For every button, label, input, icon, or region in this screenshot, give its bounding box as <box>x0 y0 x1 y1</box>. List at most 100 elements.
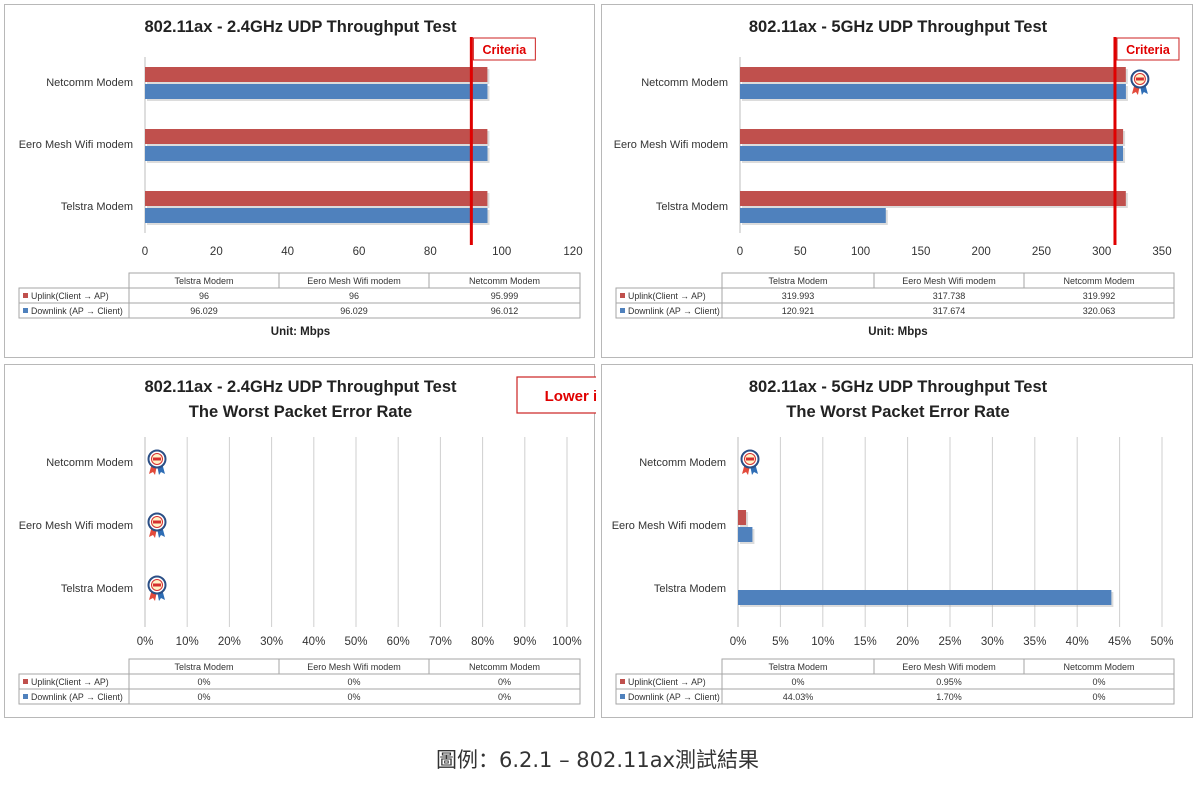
chart-title: 802.11ax - 2.4GHz UDP Throughput Test <box>144 378 457 396</box>
criteria-box <box>1116 37 1180 61</box>
table-cell: 120.921 <box>782 306 815 316</box>
data-table: Telstra Modem Eero Mesh Wifi modem Netcomm… <box>615 272 1175 319</box>
category-label-eero-mesh-wifi-modem: Eero Mesh Wifi modem <box>614 139 728 151</box>
table-header-telstra-modem: Telstra Modem <box>768 662 827 672</box>
x-tick-label: 20 <box>210 246 223 258</box>
bar-uplink-eero-mesh-wifi-modem <box>145 129 488 144</box>
table-cell: 96 <box>349 291 359 301</box>
x-tick-label: 10% <box>811 636 834 648</box>
figure-caption: 圖例：6.2.1 – 802.11ax測試結果 <box>435 748 760 772</box>
data-table: Telstra Modem Eero Mesh Wifi modem Netcomm… <box>615 658 1175 705</box>
x-tick-label: 60 <box>353 246 366 258</box>
table-row <box>615 302 1175 319</box>
criteria-label: Criteria <box>1126 43 1171 57</box>
legend-label-downlink: Downlink (AP → Client) <box>628 306 720 316</box>
table-cell: 44.03% <box>783 692 814 702</box>
x-tick-label: 100 <box>851 246 870 258</box>
category-label-telstra-modem: Telstra Modem <box>61 583 133 595</box>
chart-title: 802.11ax - 5GHz UDP Throughput Test <box>749 18 1048 36</box>
x-tick-label: 80 <box>424 246 437 258</box>
table-cell: 0% <box>1092 692 1105 702</box>
table-cell: 0% <box>1092 677 1105 687</box>
x-tick-label: 0 <box>737 246 743 258</box>
x-tick-label: 30% <box>981 636 1004 648</box>
x-tick-label: 40% <box>1066 636 1089 648</box>
table-row <box>615 688 1175 705</box>
legend-swatch-uplink <box>620 679 625 684</box>
chart-svg: 802.11ax - 5GHz UDP Throughput Test Netco… <box>614 18 1180 338</box>
chart-subtitle: The Worst Packet Error Rate <box>189 403 412 421</box>
x-tick-label: 90% <box>513 636 536 648</box>
chart-panel-24ghz-error-rate: 802.11ax - 2.4GHz UDP Throughput Test The… <box>4 364 596 718</box>
bar-downlink-telstra-modem <box>738 590 1112 605</box>
table-cell: 317.738 <box>933 291 966 301</box>
table-cell: 96.012 <box>491 306 519 316</box>
unit-label: Unit: Mbps <box>868 326 927 338</box>
x-tick-label: 200 <box>972 246 991 258</box>
table-header-telstra-modem: Telstra Modem <box>768 276 827 286</box>
table-cell: 96 <box>199 291 209 301</box>
bar-uplink-netcomm-modem <box>740 67 1126 82</box>
x-tick-label: 300 <box>1092 246 1111 258</box>
table-cell: 0% <box>197 677 210 687</box>
legend-swatch-downlink <box>620 694 625 699</box>
category-label-netcomm-modem: Netcomm Modem <box>641 77 728 89</box>
x-tick-label: 0% <box>730 636 747 648</box>
x-tick-label: 250 <box>1032 246 1051 258</box>
data-table: Telstra Modem Eero Mesh Wifi modem Netcomm… <box>18 658 581 705</box>
chart-panel-5ghz-throughput: 802.11ax - 5GHz UDP Throughput Test Netco… <box>601 4 1193 358</box>
bar-uplink-telstra-modem <box>740 191 1126 206</box>
table-cell: 319.993 <box>782 291 815 301</box>
legend-label-uplink: Uplink(Client → AP) <box>31 291 109 301</box>
legend-label-uplink: Uplink(Client → AP) <box>628 291 706 301</box>
category-label-eero-mesh-wifi-modem: Eero Mesh Wifi modem <box>19 520 133 532</box>
x-tick-label: 40% <box>302 636 325 648</box>
x-tick-label: 60% <box>387 636 410 648</box>
x-tick-label: 40 <box>281 246 294 258</box>
table-header-eero-mesh-wifi-modem: Eero Mesh Wifi modem <box>307 662 401 672</box>
x-tick-label: 150 <box>911 246 930 258</box>
table-row <box>18 688 581 705</box>
bar-uplink-eero-mesh-wifi-modem <box>738 510 747 525</box>
bar-downlink-telstra-modem <box>740 208 886 223</box>
x-tick-label: 0 <box>142 246 148 258</box>
x-tick-label: 15% <box>854 636 877 648</box>
legend-label-downlink: Downlink (AP → Client) <box>628 692 720 702</box>
table-row <box>18 302 581 319</box>
award-ribbon-icon <box>1130 69 1150 95</box>
legend-label-uplink: Uplink(Client → AP) <box>628 677 706 687</box>
x-tick-label: 20% <box>896 636 919 648</box>
chart-subtitle: The Worst Packet Error Rate <box>786 403 1009 421</box>
x-tick-label: 10% <box>176 636 199 648</box>
bar-uplink-netcomm-modem <box>145 67 488 82</box>
table-cell: 0% <box>347 677 360 687</box>
legend-swatch-downlink <box>23 694 28 699</box>
bar-downlink-eero-mesh-wifi-modem <box>738 527 753 542</box>
bar-uplink-eero-mesh-wifi-modem <box>740 129 1124 144</box>
data-table: Telstra Modem Eero Mesh Wifi modem Netcomm… <box>18 272 581 319</box>
table-header-eero-mesh-wifi-modem: Eero Mesh Wifi modem <box>307 276 401 286</box>
x-tick-label: 50% <box>344 636 367 648</box>
category-label-eero-mesh-wifi-modem: Eero Mesh Wifi modem <box>19 139 133 151</box>
chart-panel-24ghz-throughput: 802.11ax - 2.4GHz UDP Throughput Test Net… <box>4 4 595 358</box>
table-header-eero-mesh-wifi-modem: Eero Mesh Wifi modem <box>902 662 996 672</box>
bar-downlink-telstra-modem <box>145 208 488 223</box>
table-header-netcomm-modem: Netcomm Modem <box>469 662 540 672</box>
x-tick-label: 100% <box>552 636 581 648</box>
bar-downlink-eero-mesh-wifi-modem <box>740 146 1124 161</box>
legend-swatch-downlink <box>23 308 28 313</box>
table-cell: 319.992 <box>1083 291 1116 301</box>
category-label-telstra-modem: Telstra Modem <box>656 201 728 213</box>
category-label-netcomm-modem: Netcomm Modem <box>46 77 133 89</box>
award-ribbon-icon <box>740 449 760 475</box>
table-cell: 0% <box>347 692 360 702</box>
award-ribbon-icon <box>147 449 167 475</box>
x-tick-label: 70% <box>429 636 452 648</box>
table-cell: 0% <box>498 692 511 702</box>
x-tick-label: 20% <box>218 636 241 648</box>
bar-uplink-telstra-modem <box>145 191 488 206</box>
legend-label-downlink: Downlink (AP → Client) <box>31 692 123 702</box>
chart-svg: 802.11ax - 5GHz UDP Throughput Test The W… <box>612 378 1175 705</box>
legend-swatch-uplink <box>23 293 28 298</box>
category-label-netcomm-modem: Netcomm Modem <box>639 457 726 469</box>
